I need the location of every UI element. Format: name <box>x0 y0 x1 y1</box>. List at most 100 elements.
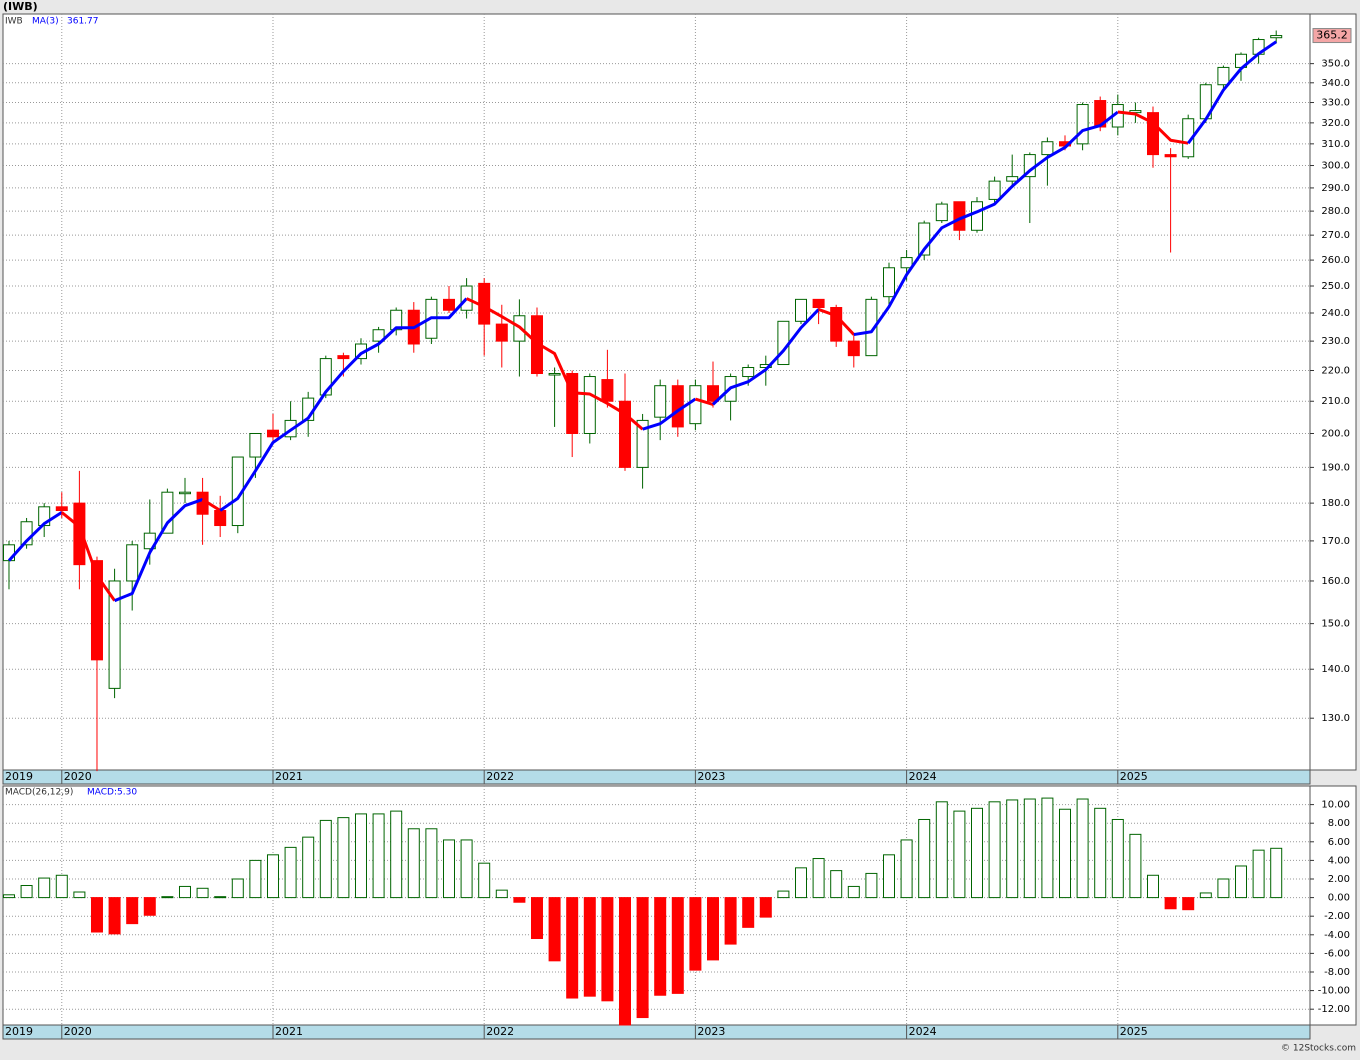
ma-line <box>642 397 697 431</box>
macd-bar <box>143 897 156 916</box>
y-tick-label: 340.0 <box>1321 78 1350 89</box>
credit: © 12Stocks.com <box>1281 1044 1356 1054</box>
candle-body <box>601 379 614 402</box>
candle-body <box>73 502 86 566</box>
y-tick-label: 170.0 <box>1321 536 1350 547</box>
x-tick-label: 2020 <box>64 1025 92 1038</box>
ma-line <box>60 511 116 602</box>
x-tick-label: 2025 <box>1120 770 1148 783</box>
y-tick-label: 270.0 <box>1321 230 1350 241</box>
candle-body <box>883 267 896 298</box>
macd-bar <box>742 897 755 928</box>
candle-body <box>108 580 121 689</box>
ma-line <box>7 511 63 562</box>
candle-body <box>1041 141 1054 156</box>
candle-body <box>935 203 948 222</box>
candle-body <box>777 320 790 366</box>
macd-bar <box>1182 897 1195 911</box>
macd-bar <box>425 828 438 899</box>
last-price-label: 365.2 <box>1316 29 1348 42</box>
macd-bar <box>654 897 667 996</box>
x-tick-label: 2024 <box>909 1025 937 1038</box>
candle-body <box>214 510 227 527</box>
candle-body <box>266 429 279 438</box>
macd-bar <box>161 896 174 899</box>
macd-bar <box>847 885 860 899</box>
candle-body <box>249 432 262 458</box>
macd-bar <box>478 862 491 899</box>
y-tick-label: 140.0 <box>1321 664 1350 675</box>
macd-bar <box>971 807 984 899</box>
candle-body <box>812 298 825 309</box>
macd-bar <box>953 810 966 899</box>
macd-bar <box>266 854 279 899</box>
macd-bar <box>1076 798 1089 899</box>
x-tick-label: 2019 <box>5 1025 33 1038</box>
candle-body <box>988 180 1001 200</box>
macd-bar <box>284 846 297 899</box>
y-tick-label: 230.0 <box>1321 336 1350 347</box>
macd-bar <box>1164 897 1177 910</box>
macd-bar <box>249 859 262 899</box>
y-tick-label: 310.0 <box>1321 139 1350 150</box>
y-tick-label: 200.0 <box>1321 428 1350 439</box>
candle-body <box>1164 154 1177 158</box>
x-tick-label: 2021 <box>275 1025 303 1038</box>
y-tick-label: -4.00 <box>1324 930 1350 941</box>
macd-bar <box>214 896 227 899</box>
x-tick-label: 2022 <box>486 770 514 783</box>
macd-bar <box>1217 878 1230 899</box>
y-tick-label: -2.00 <box>1324 911 1350 922</box>
chart-title: (IWB) <box>3 0 38 13</box>
y-tick-label: 300.0 <box>1321 161 1350 172</box>
macd-bar <box>196 887 209 899</box>
ma-line <box>465 297 644 431</box>
macd-bar <box>1129 833 1142 899</box>
symbol: IWB <box>5 17 23 27</box>
y-tick-label: -6.00 <box>1324 948 1350 959</box>
macd-bar <box>812 858 825 899</box>
candle-body <box>1006 176 1019 182</box>
candle-body <box>1270 35 1283 39</box>
candle-body <box>636 419 649 468</box>
candle-body <box>847 340 860 357</box>
macd-bar <box>1147 874 1160 899</box>
macd-bar <box>777 890 790 899</box>
macd-bar <box>918 818 931 899</box>
x-tick-label: 2025 <box>1120 1025 1148 1038</box>
y-tick-label: -10.00 <box>1318 986 1350 997</box>
y-tick-label: 210.0 <box>1321 396 1350 407</box>
candle-body <box>319 358 332 396</box>
x-axis-strip <box>2 1024 1311 1040</box>
macd-bar <box>1059 808 1072 899</box>
macd-bar <box>1111 818 1124 899</box>
candle-body <box>794 298 807 322</box>
macd-bar <box>319 819 332 899</box>
macd-bar <box>794 867 807 899</box>
macd-bar <box>566 897 579 999</box>
macd-bar <box>2 894 15 899</box>
price-axis-panel <box>1309 13 1357 771</box>
y-tick-label: 220.0 <box>1321 366 1350 377</box>
ma-line <box>694 397 714 406</box>
macd-bar <box>935 801 948 899</box>
macd-bar <box>178 885 191 899</box>
candle-body <box>865 298 878 357</box>
y-tick-label: -8.00 <box>1324 967 1350 978</box>
candle-body <box>372 329 385 342</box>
candle-body <box>566 373 579 434</box>
macd-bar <box>724 897 737 945</box>
macd-bar <box>20 885 33 899</box>
candle-body <box>337 355 350 360</box>
macd-title: MACD(26,12,9) <box>5 788 73 798</box>
macd-bar <box>108 897 121 935</box>
y-tick-label: 130.0 <box>1321 713 1350 724</box>
candle-body <box>1147 112 1160 156</box>
ma-line <box>114 498 204 603</box>
macd-bar <box>601 897 614 1002</box>
x-axis-strip <box>2 769 1311 785</box>
candle-body <box>689 385 702 425</box>
macd-bar <box>442 839 455 899</box>
macd-bar <box>548 897 561 962</box>
ma-line <box>1186 40 1278 145</box>
